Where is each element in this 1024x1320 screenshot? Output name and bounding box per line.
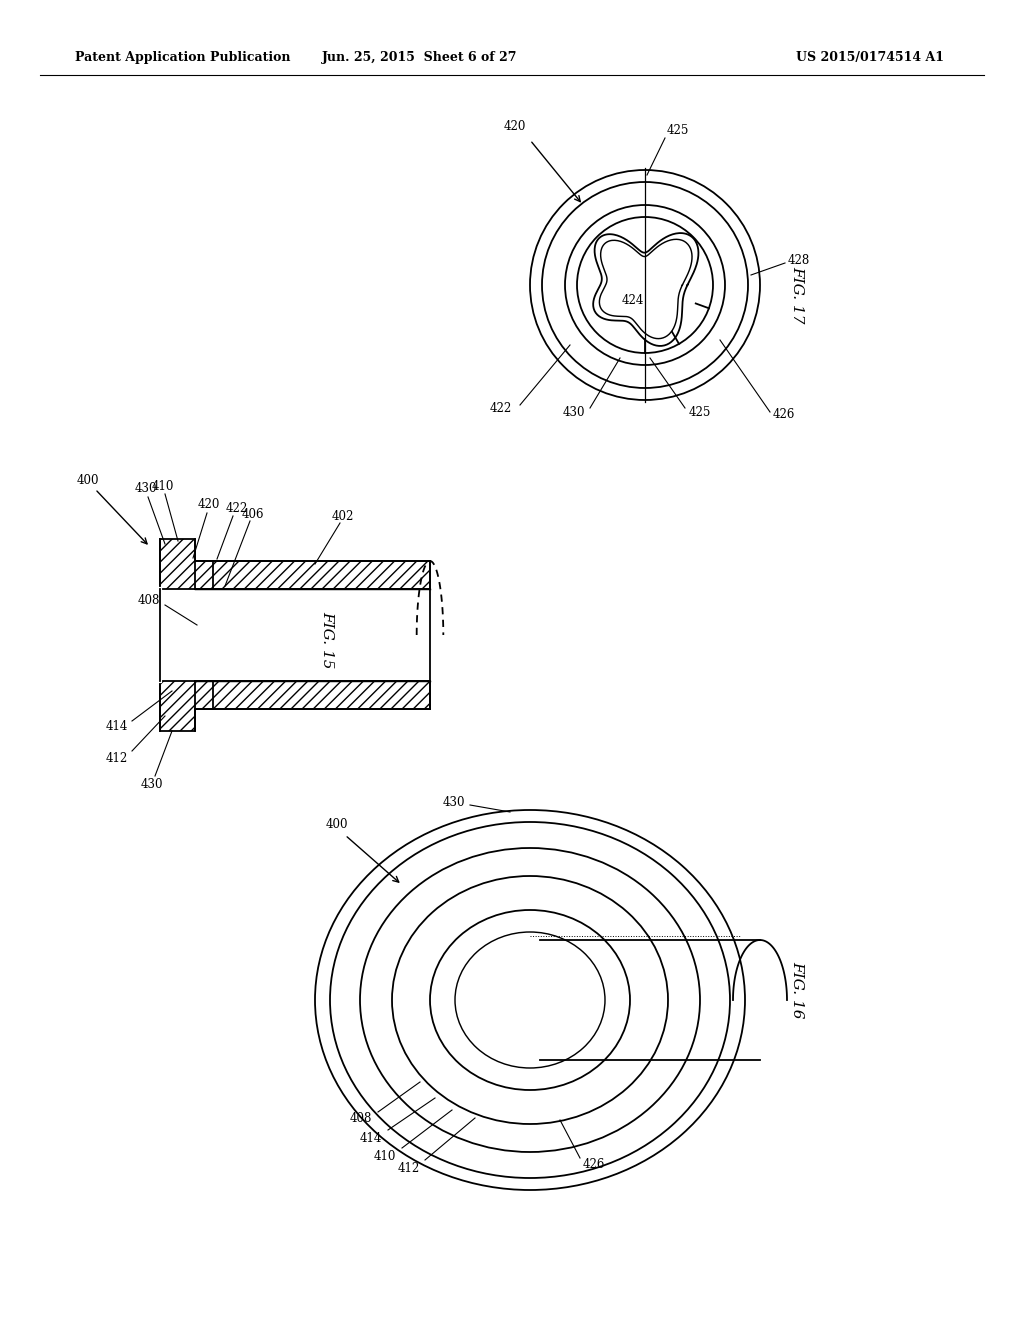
Text: 425: 425 [689, 405, 712, 418]
Text: 402: 402 [332, 510, 354, 523]
Text: 424: 424 [622, 293, 644, 306]
Text: 408: 408 [137, 594, 160, 606]
Text: 414: 414 [359, 1131, 382, 1144]
Text: 430: 430 [562, 405, 585, 418]
Text: 426: 426 [583, 1159, 605, 1172]
Bar [195, 561, 430, 589]
Text: 410: 410 [374, 1150, 396, 1163]
Text: 422: 422 [226, 503, 248, 516]
Polygon shape [160, 539, 213, 589]
Text: FIG. 15: FIG. 15 [319, 611, 334, 669]
Text: 428: 428 [788, 253, 810, 267]
Text: 426: 426 [773, 408, 796, 421]
Text: Jun. 25, 2015  Sheet 6 of 27: Jun. 25, 2015 Sheet 6 of 27 [323, 51, 518, 65]
Text: 412: 412 [105, 751, 128, 764]
Text: 420: 420 [504, 120, 526, 133]
Text: Patent Application Publication: Patent Application Publication [75, 51, 291, 65]
Text: 430: 430 [442, 796, 465, 809]
Polygon shape [160, 681, 213, 731]
Text: 422: 422 [489, 401, 512, 414]
Bar [195, 681, 430, 709]
Text: 410: 410 [152, 479, 174, 492]
Text: FIG. 16: FIG. 16 [790, 961, 804, 1019]
Text: US 2015/0174514 A1: US 2015/0174514 A1 [796, 51, 944, 65]
Text: FIG. 17: FIG. 17 [790, 267, 804, 323]
Text: 412: 412 [397, 1162, 420, 1175]
Text: 408: 408 [349, 1111, 372, 1125]
Text: 400: 400 [326, 818, 348, 832]
Text: 400: 400 [77, 474, 99, 487]
Text: 425: 425 [667, 124, 689, 136]
Text: 406: 406 [242, 507, 264, 520]
Text: 430: 430 [140, 777, 163, 791]
Text: 430: 430 [135, 483, 158, 495]
Text: 414: 414 [105, 721, 128, 734]
Text: 420: 420 [198, 499, 220, 511]
